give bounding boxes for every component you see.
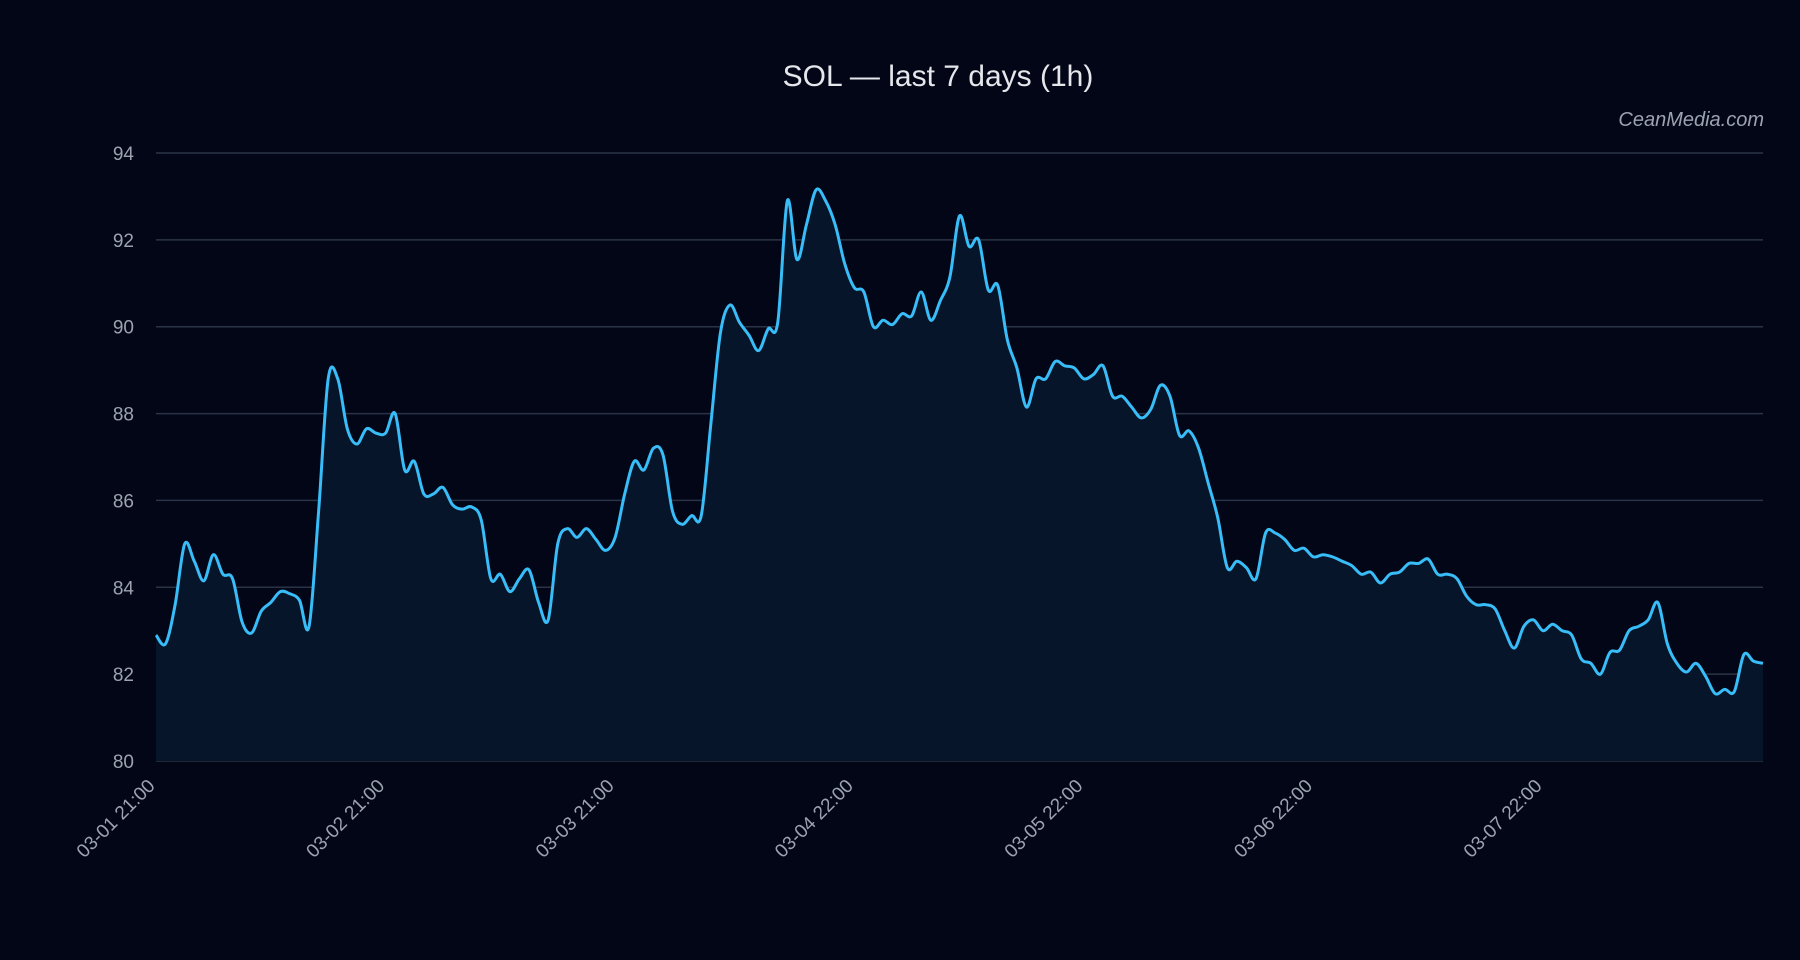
y-tick-label: 86 — [113, 491, 134, 512]
x-tick-label: 03-02 21:00 — [303, 776, 390, 863]
y-tick-label: 82 — [113, 665, 134, 686]
chart-title: SOL — last 7 days (1h) — [783, 60, 1094, 93]
watermark: CeanMedia.com — [1618, 109, 1764, 131]
y-tick-label: 88 — [113, 405, 134, 426]
y-tick-label: 92 — [113, 231, 134, 252]
y-tick-label: 94 — [113, 144, 135, 165]
x-tick-label: 03-03 21:00 — [532, 776, 619, 863]
x-tick-label: 03-06 22:00 — [1230, 776, 1317, 863]
x-axis: 03-01 21:00 03-02 21:00 03-03 21:00 03-04 2… — [73, 776, 1547, 863]
x-tick-label: 03-01 21:00 — [73, 776, 160, 863]
area-fill — [156, 188, 1763, 761]
y-axis: 80 82 84 86 88 90 92 94 — [113, 144, 135, 773]
price-line — [154, 187, 1764, 696]
x-tick-label: 03-05 22:00 — [1001, 776, 1088, 863]
y-tick-label: 90 — [113, 318, 134, 339]
x-tick-label: 03-07 22:00 — [1460, 776, 1547, 863]
y-tick-label: 80 — [113, 752, 134, 773]
y-tick-label: 84 — [113, 578, 135, 599]
x-tick-label: 03-04 22:00 — [771, 776, 858, 863]
